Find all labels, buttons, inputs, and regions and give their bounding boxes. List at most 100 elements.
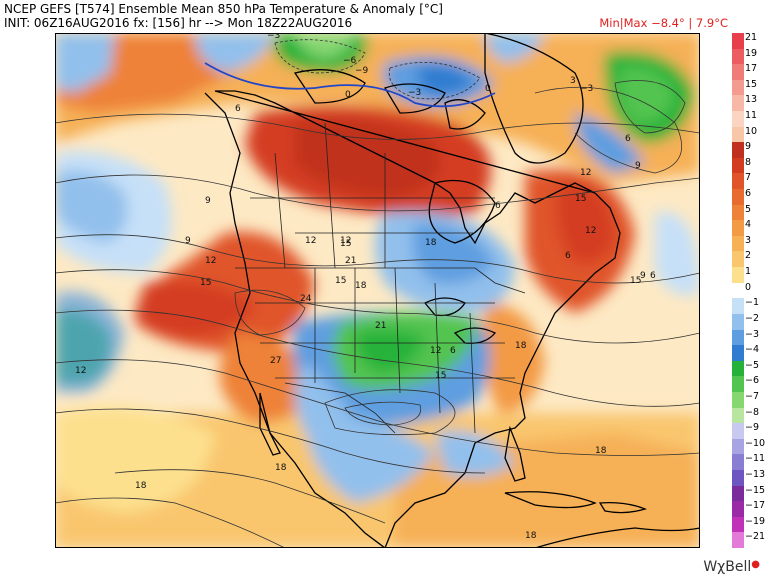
legend-swatch xyxy=(732,313,744,330)
legend-entry: −21 xyxy=(732,531,770,548)
legend-swatch xyxy=(732,33,744,49)
contour-label: −3 xyxy=(408,88,421,98)
contour-label: 18 xyxy=(425,238,437,248)
legend-label: −4 xyxy=(745,344,760,356)
legend-label: 10 xyxy=(745,125,758,137)
legend-entry: −19 xyxy=(732,515,770,533)
contour-label: 3 xyxy=(570,76,576,86)
legend-entry: −8 xyxy=(732,406,770,424)
legend-label: −17 xyxy=(745,500,766,512)
legend-entry: 9 xyxy=(732,141,770,158)
legend-label: −2 xyxy=(745,312,760,324)
legend-label: 21 xyxy=(745,32,758,43)
contour-label: 21 xyxy=(345,256,356,266)
legend-label: −11 xyxy=(745,453,766,465)
legend-entry: 21 xyxy=(732,32,770,49)
legend-label: 17 xyxy=(745,63,758,75)
contour-label: 12 xyxy=(430,346,441,356)
contour-label: 15 xyxy=(575,194,586,204)
contour-label: 15 xyxy=(630,276,641,286)
legend-swatch xyxy=(732,423,744,439)
contour-label: 15 xyxy=(200,278,211,288)
legend-entry: −9 xyxy=(732,422,770,439)
contour-label: 18 xyxy=(525,531,537,541)
contour-label: 12 xyxy=(305,236,316,246)
contour-label: −6 xyxy=(343,56,357,66)
legend-entry: 1 xyxy=(732,266,770,283)
legend-label: 11 xyxy=(745,110,758,122)
contour-label: −3 xyxy=(267,33,280,41)
legend-swatch xyxy=(732,438,744,455)
legend-entry: 11 xyxy=(732,110,770,127)
legend-label: 15 xyxy=(745,78,758,90)
legend-label: −10 xyxy=(745,437,766,449)
legend-label: −13 xyxy=(745,468,766,480)
legend-label: −15 xyxy=(745,484,766,496)
contour-label: 6 xyxy=(495,201,501,211)
legend-entry: 10 xyxy=(732,125,770,143)
contour-label: 21 xyxy=(375,321,386,331)
contour-label: 18 xyxy=(595,446,607,456)
contour-label: 0 xyxy=(345,90,351,100)
legend-entry: −15 xyxy=(732,484,770,502)
legend-swatch xyxy=(732,251,744,268)
min-max-readout: Min|Max −8.4° | 7.9°C xyxy=(599,16,728,30)
legend-label: −3 xyxy=(745,328,760,340)
contour-label: −9 xyxy=(355,66,369,76)
legend-swatch xyxy=(732,501,744,517)
legend-swatch xyxy=(732,48,744,65)
legend-label: 13 xyxy=(745,94,758,106)
contour-label: 15 xyxy=(435,371,446,381)
legend-swatch xyxy=(732,267,744,283)
legend-entry: 19 xyxy=(732,47,770,65)
legend-swatch xyxy=(732,157,744,174)
map-frame xyxy=(55,33,700,548)
legend-swatch xyxy=(732,532,744,548)
legend-swatch xyxy=(732,111,744,127)
legend-entry: 4 xyxy=(732,219,770,236)
negative-contours xyxy=(274,39,481,100)
contour-label: 12 xyxy=(585,226,596,236)
legend-swatch xyxy=(732,407,744,424)
legend-label: 4 xyxy=(745,219,752,231)
contour-label: 18 xyxy=(355,281,367,291)
legend-label: 3 xyxy=(745,234,752,246)
legend-entry: 15 xyxy=(732,78,770,96)
contour-label: 18 xyxy=(275,463,287,473)
legend-swatch xyxy=(732,235,744,252)
legend-swatch xyxy=(732,126,744,143)
legend-label: −5 xyxy=(745,359,760,371)
legend-swatch xyxy=(732,204,744,221)
legend-entry: 2 xyxy=(732,250,770,268)
legend-label: 1 xyxy=(745,266,752,278)
legend-swatch xyxy=(732,142,744,158)
legend-swatch xyxy=(732,298,744,314)
legend-entry: −3 xyxy=(732,328,770,346)
legend-entry: −5 xyxy=(732,359,770,377)
legend-label: 7 xyxy=(745,172,752,184)
legend-swatch xyxy=(732,516,744,533)
legend-entry: 17 xyxy=(732,63,770,80)
legend-entry: −4 xyxy=(732,344,770,361)
legend-swatch xyxy=(732,485,744,502)
legend-label: −19 xyxy=(745,515,766,527)
legend-entry: −17 xyxy=(732,500,770,517)
contour-label: 12 xyxy=(75,366,86,376)
legend-label: 9 xyxy=(745,141,752,153)
legend-swatch xyxy=(732,469,744,486)
contour-label: 0 xyxy=(485,84,491,94)
freezing-line xyxy=(204,62,496,108)
legend-swatch xyxy=(732,95,744,112)
legend-entry: −10 xyxy=(732,437,770,455)
contour-label: −3 xyxy=(580,84,593,94)
legend-entry: −11 xyxy=(732,453,770,470)
legend-label: 19 xyxy=(745,47,758,59)
contour-label: 15 xyxy=(335,276,346,286)
legend-swatch xyxy=(732,173,744,190)
legend-label: 8 xyxy=(745,156,752,168)
contour-label: 6 xyxy=(235,104,241,114)
legend-label: −8 xyxy=(745,406,760,418)
legend-swatch xyxy=(732,391,744,408)
legend-entry: −1 xyxy=(732,297,770,314)
